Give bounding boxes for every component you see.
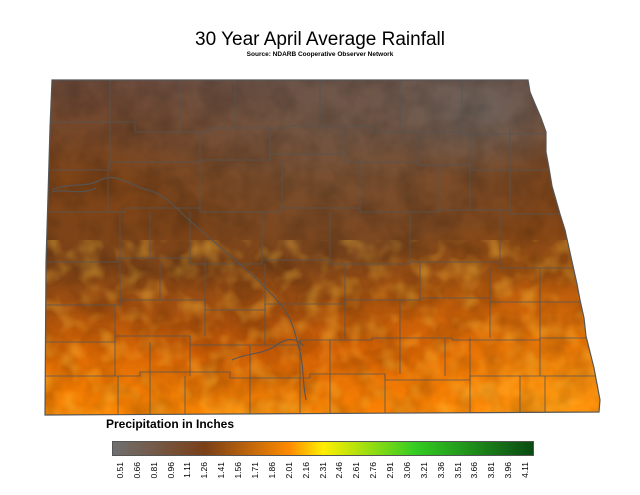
map-title: 30 Year April Average Rainfall xyxy=(195,29,445,50)
legend-tick-label: 2.31 xyxy=(317,462,328,479)
legend-tick-label: 1.71 xyxy=(249,462,260,479)
legend-tick-label: 1.26 xyxy=(199,462,210,479)
legend-tick-label: 2.76 xyxy=(368,462,379,479)
legend-tick-label: 0.51 xyxy=(114,462,125,479)
legend-tick-labels: 0.51 0.66 0.81 0.96 1.11 1.26 1.41 1.56 1.71 1.86… xyxy=(112,462,534,492)
legend-tick-label: 2.46 xyxy=(334,462,345,479)
legend-title: Precipitation in Inches xyxy=(106,417,235,431)
legend-tick-label: 1.11 xyxy=(182,462,193,478)
legend-tick-label: 4.11 xyxy=(520,462,531,478)
legend-tick-label: 2.01 xyxy=(283,462,294,479)
legend-tick-label: 0.66 xyxy=(131,462,142,479)
map-subtitle: Source: NDARB Cooperative Observer Netwo… xyxy=(246,51,394,58)
legend-tick-label: 3.66 xyxy=(469,462,480,479)
legend-tick-label: 3.36 xyxy=(435,462,446,479)
legend-tick-label: 3.51 xyxy=(452,462,463,479)
legend-tick-label: 2.91 xyxy=(385,462,396,479)
legend-tick-label: 1.41 xyxy=(216,462,227,479)
legend-tick-label: 2.61 xyxy=(351,462,362,479)
legend-tick-label: 1.56 xyxy=(233,462,244,479)
legend-tick-label: 1.86 xyxy=(266,462,277,479)
legend-tick-label: 0.96 xyxy=(165,462,176,479)
legend-color-ramp xyxy=(112,441,534,456)
legend-tick-label: 2.16 xyxy=(300,462,311,479)
legend-tick-label: 3.21 xyxy=(418,462,429,479)
river-lines xyxy=(51,177,307,401)
legend-tick-label: 3.96 xyxy=(503,462,514,479)
legend-tick-label: 3.81 xyxy=(486,462,497,479)
county-boundaries xyxy=(45,80,598,415)
legend-tick-label: 3.06 xyxy=(401,462,412,479)
rainfall-surface xyxy=(45,80,600,415)
legend-tick-label: 0.81 xyxy=(148,462,159,479)
